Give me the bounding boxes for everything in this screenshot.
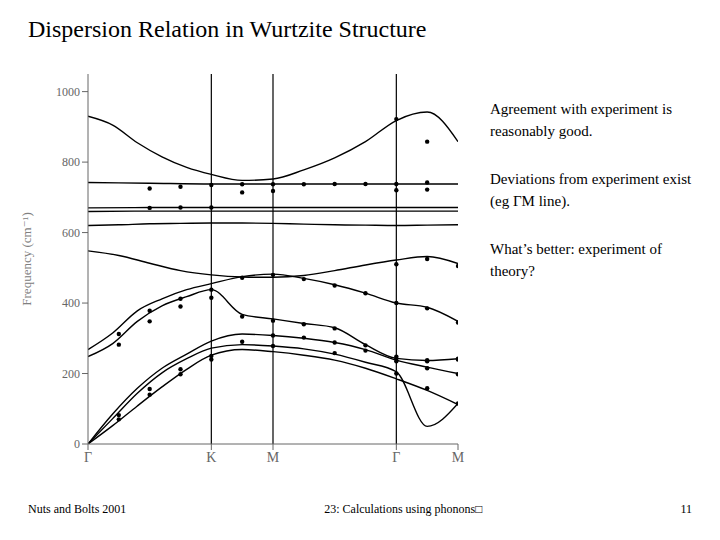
html-text:Deviations from experiment exi: Deviations from experiment exist (eg ΓM …: [490, 171, 692, 209]
html-text:Dispersion Relation in Wurtzit: Dispersion Relation in Wurtzite Structur…: [28, 16, 427, 42]
svg-text:800: 800: [62, 155, 80, 169]
svg-text:400: 400: [62, 296, 80, 310]
svg-text:M: M: [267, 450, 280, 465]
svg-text:M: M: [452, 450, 465, 465]
svg-text:1000: 1000: [56, 85, 80, 99]
svg-text:Frequency (cm⁻¹): Frequency (cm⁻¹): [19, 212, 34, 305]
html-text:11: 11: [680, 502, 692, 516]
svg-text:Γ: Γ: [392, 450, 400, 465]
svg-text:600: 600: [62, 226, 80, 240]
svg-text:200: 200: [62, 367, 80, 381]
html-text:23: Calculations using phonons: 23: Calculations using phonons□: [324, 502, 483, 516]
svg-text:K: K: [206, 450, 216, 465]
svg-text:Γ: Γ: [84, 450, 92, 465]
html-text:Agreement with experiment is r: Agreement with experiment is reasonably …: [490, 101, 672, 139]
html-text:Nuts and Bolts 2001: Nuts and Bolts 2001: [28, 502, 127, 516]
html-text:What’s better: experiment of t: What’s better: experiment of theory?: [490, 241, 662, 279]
svg-text:0: 0: [74, 437, 80, 451]
